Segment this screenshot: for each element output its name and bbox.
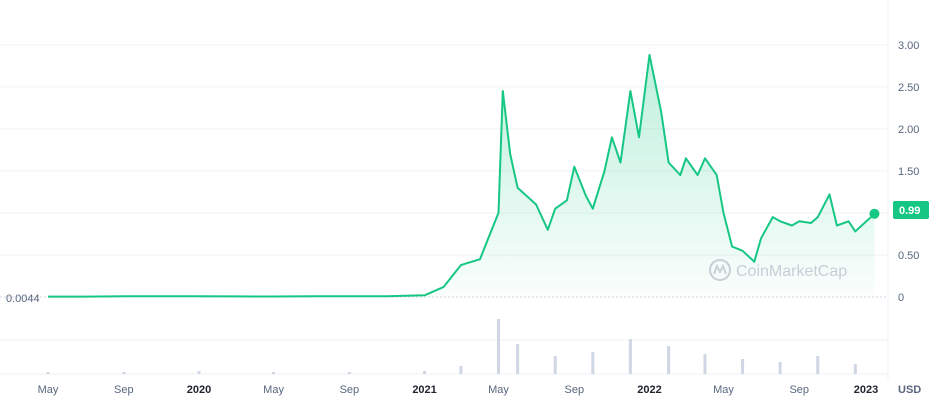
y-tick-label: 2.00: [898, 124, 919, 136]
coinmarketcap-logo-icon: [709, 259, 731, 281]
x-tick-label: May: [38, 384, 59, 396]
x-tick-label: 2021: [412, 384, 436, 396]
y-tick-label: 1.50: [898, 166, 919, 178]
x-tick-label: Sep: [340, 384, 360, 396]
volume-bar: [497, 319, 501, 374]
price-area-fill: [48, 54, 875, 298]
volume-bar: [122, 372, 126, 374]
grid-lines: [0, 0, 889, 380]
x-tick-label: Sep: [114, 384, 134, 396]
volume-bar: [197, 371, 201, 374]
volume-bar: [741, 359, 745, 374]
watermark-text: CoinMarketCap: [736, 263, 847, 280]
y-tick-label: 2.50: [898, 82, 919, 94]
start-price-label: 0.0044: [6, 293, 40, 305]
volume-bar: [516, 344, 520, 374]
x-axis: May Sep 2020 May Sep 2021 May Sep 2022 May Sep 2023: [38, 384, 879, 396]
volume-bar: [423, 371, 427, 374]
x-tick-label: May: [713, 384, 734, 396]
x-tick-label: 2023: [854, 384, 878, 396]
y-tick-label: 0.50: [898, 250, 919, 262]
volume-bar: [816, 356, 820, 374]
y-axis: 3.00 2.50 2.00 1.50 0.99 0.50 0: [898, 40, 919, 304]
volume-bar: [553, 356, 557, 374]
volume-bar: [853, 364, 857, 374]
currency-label: USD: [898, 384, 921, 396]
watermark: CoinMarketCap: [709, 259, 847, 281]
last-price-label: 0.99: [899, 205, 920, 217]
last-price-badge: [893, 201, 929, 219]
volume-bar: [46, 372, 50, 374]
volume-bar: [703, 354, 707, 374]
volume-bar: [667, 346, 671, 374]
volume-bar: [459, 366, 463, 374]
x-tick-label: Sep: [789, 384, 809, 396]
volume-bar: [272, 372, 276, 374]
last-price-marker: 0.99: [869, 201, 929, 219]
last-price-dot: [869, 208, 880, 219]
price-area: [47, 53, 876, 298]
x-tick-label: May: [488, 384, 509, 396]
y-tick-label: 0: [898, 292, 904, 304]
volume-bar: [778, 362, 782, 374]
volume-bar: [591, 352, 595, 374]
x-tick-label: Sep: [565, 384, 585, 396]
x-tick-label: 2020: [187, 384, 211, 396]
volume-bar: [628, 339, 632, 374]
x-tick-label: May: [263, 384, 284, 396]
x-tick-label: 2022: [637, 384, 661, 396]
volume-bar: [347, 372, 351, 374]
coinmarketcap-logo-mark: [713, 263, 727, 275]
y-tick-label: 3.00: [898, 40, 919, 52]
volume-bars: [46, 319, 857, 374]
